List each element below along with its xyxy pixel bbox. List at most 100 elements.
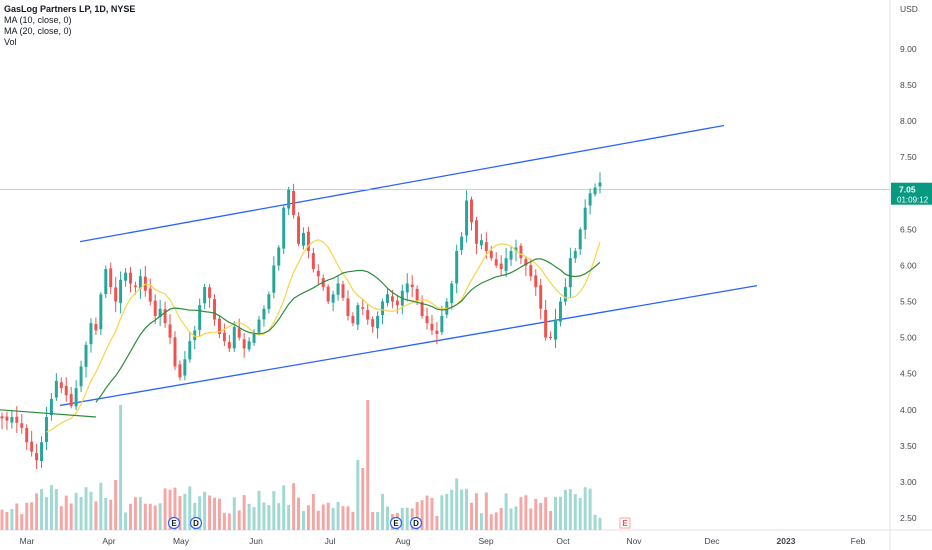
candle-body: [455, 251, 459, 284]
volume-bar: [351, 511, 355, 530]
volume-bar: [15, 503, 19, 530]
candle-body: [153, 300, 157, 316]
candle-body: [252, 334, 256, 343]
earnings-upcoming-icon[interactable]: [619, 517, 631, 529]
legend-ma10[interactable]: MA (10, close, 0): [4, 15, 72, 25]
candle-body: [237, 328, 241, 338]
candle-body: [598, 182, 602, 187]
volume-bar: [509, 508, 513, 530]
volume-bar: [400, 507, 404, 530]
candle-body: [124, 272, 128, 281]
volume-bar: [30, 502, 34, 530]
candle-body: [435, 330, 439, 335]
candle-body: [544, 310, 548, 338]
candle-body: [0, 416, 4, 419]
candle-body: [5, 416, 9, 421]
volume-bar: [450, 489, 454, 530]
candle-body: [203, 287, 207, 304]
event-label: D: [413, 519, 419, 528]
volume-bar: [306, 505, 310, 530]
volume-bar: [213, 497, 216, 530]
event-label: E: [171, 519, 177, 528]
candle-body: [168, 324, 172, 338]
volume-bar: [203, 491, 207, 530]
volume-bar: [79, 496, 83, 530]
volume-bar: [440, 495, 444, 530]
price-tick-label: 3.50: [900, 441, 917, 451]
volume-bar: [381, 493, 385, 530]
volume-bar: [588, 488, 592, 530]
earnings-icon[interactable]: [167, 516, 181, 530]
volume-bar: [529, 508, 533, 530]
volume-bar: [331, 507, 335, 530]
volume-bar: [539, 502, 543, 530]
time-tick-label: Aug: [395, 536, 410, 546]
legend-title[interactable]: GasLog Partners LP, 1D, NYSE: [4, 4, 136, 14]
candle-body: [465, 200, 469, 236]
dividend-icon[interactable]: [409, 516, 423, 530]
volume-bar: [474, 493, 478, 530]
volume-bar: [321, 504, 325, 530]
candle-body: [440, 315, 444, 333]
volume-bar: [148, 503, 152, 530]
volume-bar: [425, 495, 429, 530]
lower-trendline[interactable]: [59, 285, 758, 407]
volume-bar: [460, 489, 464, 530]
time-tick-label: Nov: [626, 536, 642, 546]
volume-bar: [252, 507, 256, 530]
time-tick-label: May: [173, 536, 190, 546]
dividend-icon[interactable]: [189, 516, 203, 530]
volume-bar: [415, 502, 419, 530]
candle-body: [554, 319, 558, 340]
volume-bar: [262, 502, 266, 530]
price-tick-label: 6.00: [900, 260, 917, 270]
candle-body: [173, 337, 177, 367]
candle-body: [20, 423, 24, 428]
legend-vol[interactable]: Vol: [4, 37, 17, 47]
candle-body: [84, 344, 88, 367]
price-axis: USD 2.50 3.00 3.50 4.00 4.50 5.00 5.50 6.00 6.50 7…: [900, 4, 918, 523]
candle-body: [326, 286, 330, 302]
candle-body: [558, 301, 562, 322]
upper-trendline[interactable]: [79, 124, 725, 243]
candle-body: [74, 388, 78, 407]
candle-body: [479, 240, 483, 246]
candle-body: [138, 276, 142, 289]
candle-body: [64, 385, 68, 396]
volume-bar: [563, 489, 567, 530]
price-tick-label: 9.00: [900, 44, 917, 54]
volume-bar: [89, 491, 93, 530]
candle-body: [287, 189, 291, 209]
volume-bar: [455, 478, 459, 530]
candle-body: [109, 268, 113, 288]
candle-body: [563, 287, 567, 302]
volume-bar: [114, 480, 118, 530]
volume-bar: [104, 498, 108, 530]
candle-body: [133, 285, 137, 288]
legend: GasLog Partners LP, 1D, NYSE MA (10, clo…: [4, 4, 135, 48]
candle-body: [227, 342, 231, 349]
candle-body: [316, 270, 320, 277]
candle-body: [193, 330, 197, 341]
volume-bar: [237, 510, 241, 530]
earnings-icon[interactable]: [389, 516, 403, 530]
time-tick-label: Mar: [20, 536, 35, 546]
candle-body: [351, 315, 355, 324]
candle-body: [158, 308, 162, 317]
volume-bar: [341, 506, 345, 530]
candle-body: [568, 258, 572, 288]
volume-bar: [346, 506, 350, 530]
legend-ma20[interactable]: MA (20, close, 0): [4, 26, 72, 36]
volume-bar: [499, 508, 503, 530]
candle-body: [390, 296, 394, 302]
candle-body: [242, 339, 246, 349]
candle-body: [129, 272, 132, 284]
candle-body: [430, 323, 434, 331]
candlesticks: [0, 172, 602, 470]
candle-body: [578, 229, 582, 250]
volume-bar: [222, 512, 226, 530]
price-tick-label: 8.00: [900, 116, 917, 126]
candle-body: [450, 283, 454, 304]
